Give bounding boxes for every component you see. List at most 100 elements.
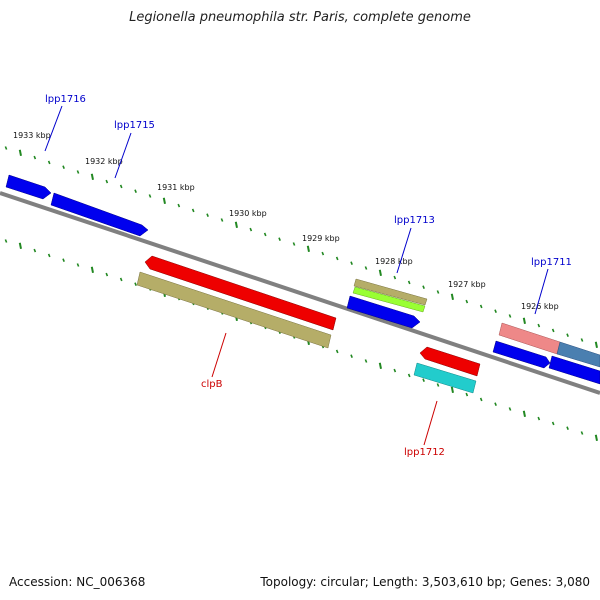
lower-tick	[62, 258, 65, 262]
lower-tick	[90, 266, 94, 273]
tick-label-1929: 1929 kbp	[302, 234, 340, 243]
lower-tick	[76, 263, 80, 267]
lower-tick	[436, 383, 440, 387]
feature-steel-1711[interactable]	[556, 341, 600, 368]
lower-tick	[479, 397, 483, 402]
leader-lpp1713	[396, 227, 412, 274]
leader-lpp1712	[423, 400, 438, 446]
genome-summary-text: Topology: circular; Length: 3,503,610 bp…	[260, 575, 590, 589]
map-title: Legionella pneumophila str. Paris, compl…	[129, 10, 471, 25]
upper-tick	[306, 245, 310, 252]
upper-tick	[234, 221, 238, 228]
upper-tick	[191, 208, 195, 213]
forward-features	[5, 174, 600, 385]
gene-lpp1715[interactable]	[50, 192, 149, 237]
upper-tick	[479, 304, 483, 309]
upper-tick	[594, 341, 598, 348]
genome-backbone	[0, 191, 600, 395]
lower-tick	[33, 248, 37, 253]
upper-tick	[378, 269, 382, 276]
lower-tick	[566, 426, 569, 430]
lower-tick	[537, 416, 541, 421]
tick-labels: 1933 kbp 1932 kbp 1931 kbp 1930 kbp 1929…	[13, 131, 559, 311]
leader-lines	[44, 105, 549, 446]
upper-tick	[580, 338, 584, 342]
tick-label-1927: 1927 kbp	[448, 280, 486, 289]
upper-tick	[119, 184, 123, 189]
upper-tick	[292, 242, 296, 246]
upper-tick	[278, 237, 281, 241]
upper-tick	[335, 256, 339, 261]
tick-label-1926: 1926 kbp	[521, 302, 559, 311]
gene-lpp1714[interactable]	[346, 295, 421, 329]
label-lpp1712[interactable]: lpp1712	[404, 447, 445, 458]
lower-tick	[4, 239, 8, 243]
tick-label-1932: 1932 kbp	[85, 157, 123, 166]
tick-label-1931: 1931 kbp	[157, 183, 195, 192]
feature-olive-clpB[interactable]	[136, 271, 332, 349]
gene-lpp1711[interactable]	[492, 340, 551, 369]
upper-tick	[522, 317, 526, 324]
lower-tick	[594, 434, 598, 441]
label-lpp1715[interactable]: lpp1715	[114, 120, 155, 131]
feature-cyan-1712[interactable]	[413, 362, 477, 394]
leader-lpp1716	[44, 105, 63, 152]
lower-tick	[335, 349, 339, 354]
lower-tick	[47, 253, 51, 258]
gene-clpB[interactable]	[144, 255, 337, 331]
upper-tick	[450, 293, 454, 300]
lower-tick	[134, 282, 137, 286]
lower-tick	[522, 410, 526, 417]
upper-tick	[407, 280, 411, 285]
upper-tick	[422, 285, 425, 289]
lower-tick	[350, 354, 353, 358]
accession-text: Accession: NC_006368	[9, 575, 146, 589]
upper-tick	[177, 203, 181, 208]
gene-labels: lpp1716 lpp1715 lpp1713 lpp1711 clpB lpp…	[45, 94, 572, 458]
upper-tick	[76, 170, 80, 174]
feature-olive-1713[interactable]	[353, 278, 428, 306]
gene-lpp1710[interactable]	[548, 355, 600, 385]
lower-tick	[422, 378, 425, 382]
label-lpp1716[interactable]: lpp1716	[45, 94, 86, 105]
gene-lpp1716[interactable]	[5, 174, 52, 200]
leader-lpp1715	[114, 132, 132, 179]
lower-tick	[407, 373, 411, 378]
lower-tick	[494, 402, 497, 406]
upper-tick	[249, 227, 253, 232]
upper-tick	[47, 160, 51, 165]
lower-tick	[450, 386, 454, 393]
reverse-features	[136, 255, 481, 394]
upper-tick	[134, 189, 137, 193]
upper-tick	[206, 213, 209, 217]
upper-tick	[566, 333, 569, 337]
gene-lpp1713[interactable]	[352, 286, 426, 313]
tick-label-1928: 1928 kbp	[375, 257, 413, 266]
lower-tick	[465, 392, 469, 397]
upper-tick	[551, 328, 555, 333]
label-lpp1713[interactable]: lpp1713	[394, 215, 435, 226]
lower-tick	[18, 242, 22, 249]
upper-tick	[162, 197, 166, 204]
upper-tick	[18, 149, 22, 156]
upper-tick	[465, 299, 469, 304]
lower-tick	[508, 407, 512, 411]
lower-tick	[551, 421, 555, 426]
label-clpB[interactable]: clpB	[201, 379, 223, 390]
label-lpp1711[interactable]: lpp1711	[531, 257, 572, 268]
leader-lpp1711	[534, 268, 549, 315]
upper-tick	[494, 309, 497, 313]
upper-tick	[4, 146, 8, 150]
upper-tick	[364, 266, 368, 270]
upper-tick	[263, 232, 267, 237]
gene-lpp1712[interactable]	[419, 346, 481, 377]
upper-tick	[220, 218, 224, 222]
upper-tick	[62, 165, 65, 169]
upper-tick	[90, 173, 94, 180]
upper-tick	[350, 261, 353, 265]
upper-tick	[105, 179, 109, 184]
tick-label-1933: 1933 kbp	[13, 131, 51, 140]
lower-tick	[393, 368, 397, 373]
upper-tick	[537, 323, 541, 328]
